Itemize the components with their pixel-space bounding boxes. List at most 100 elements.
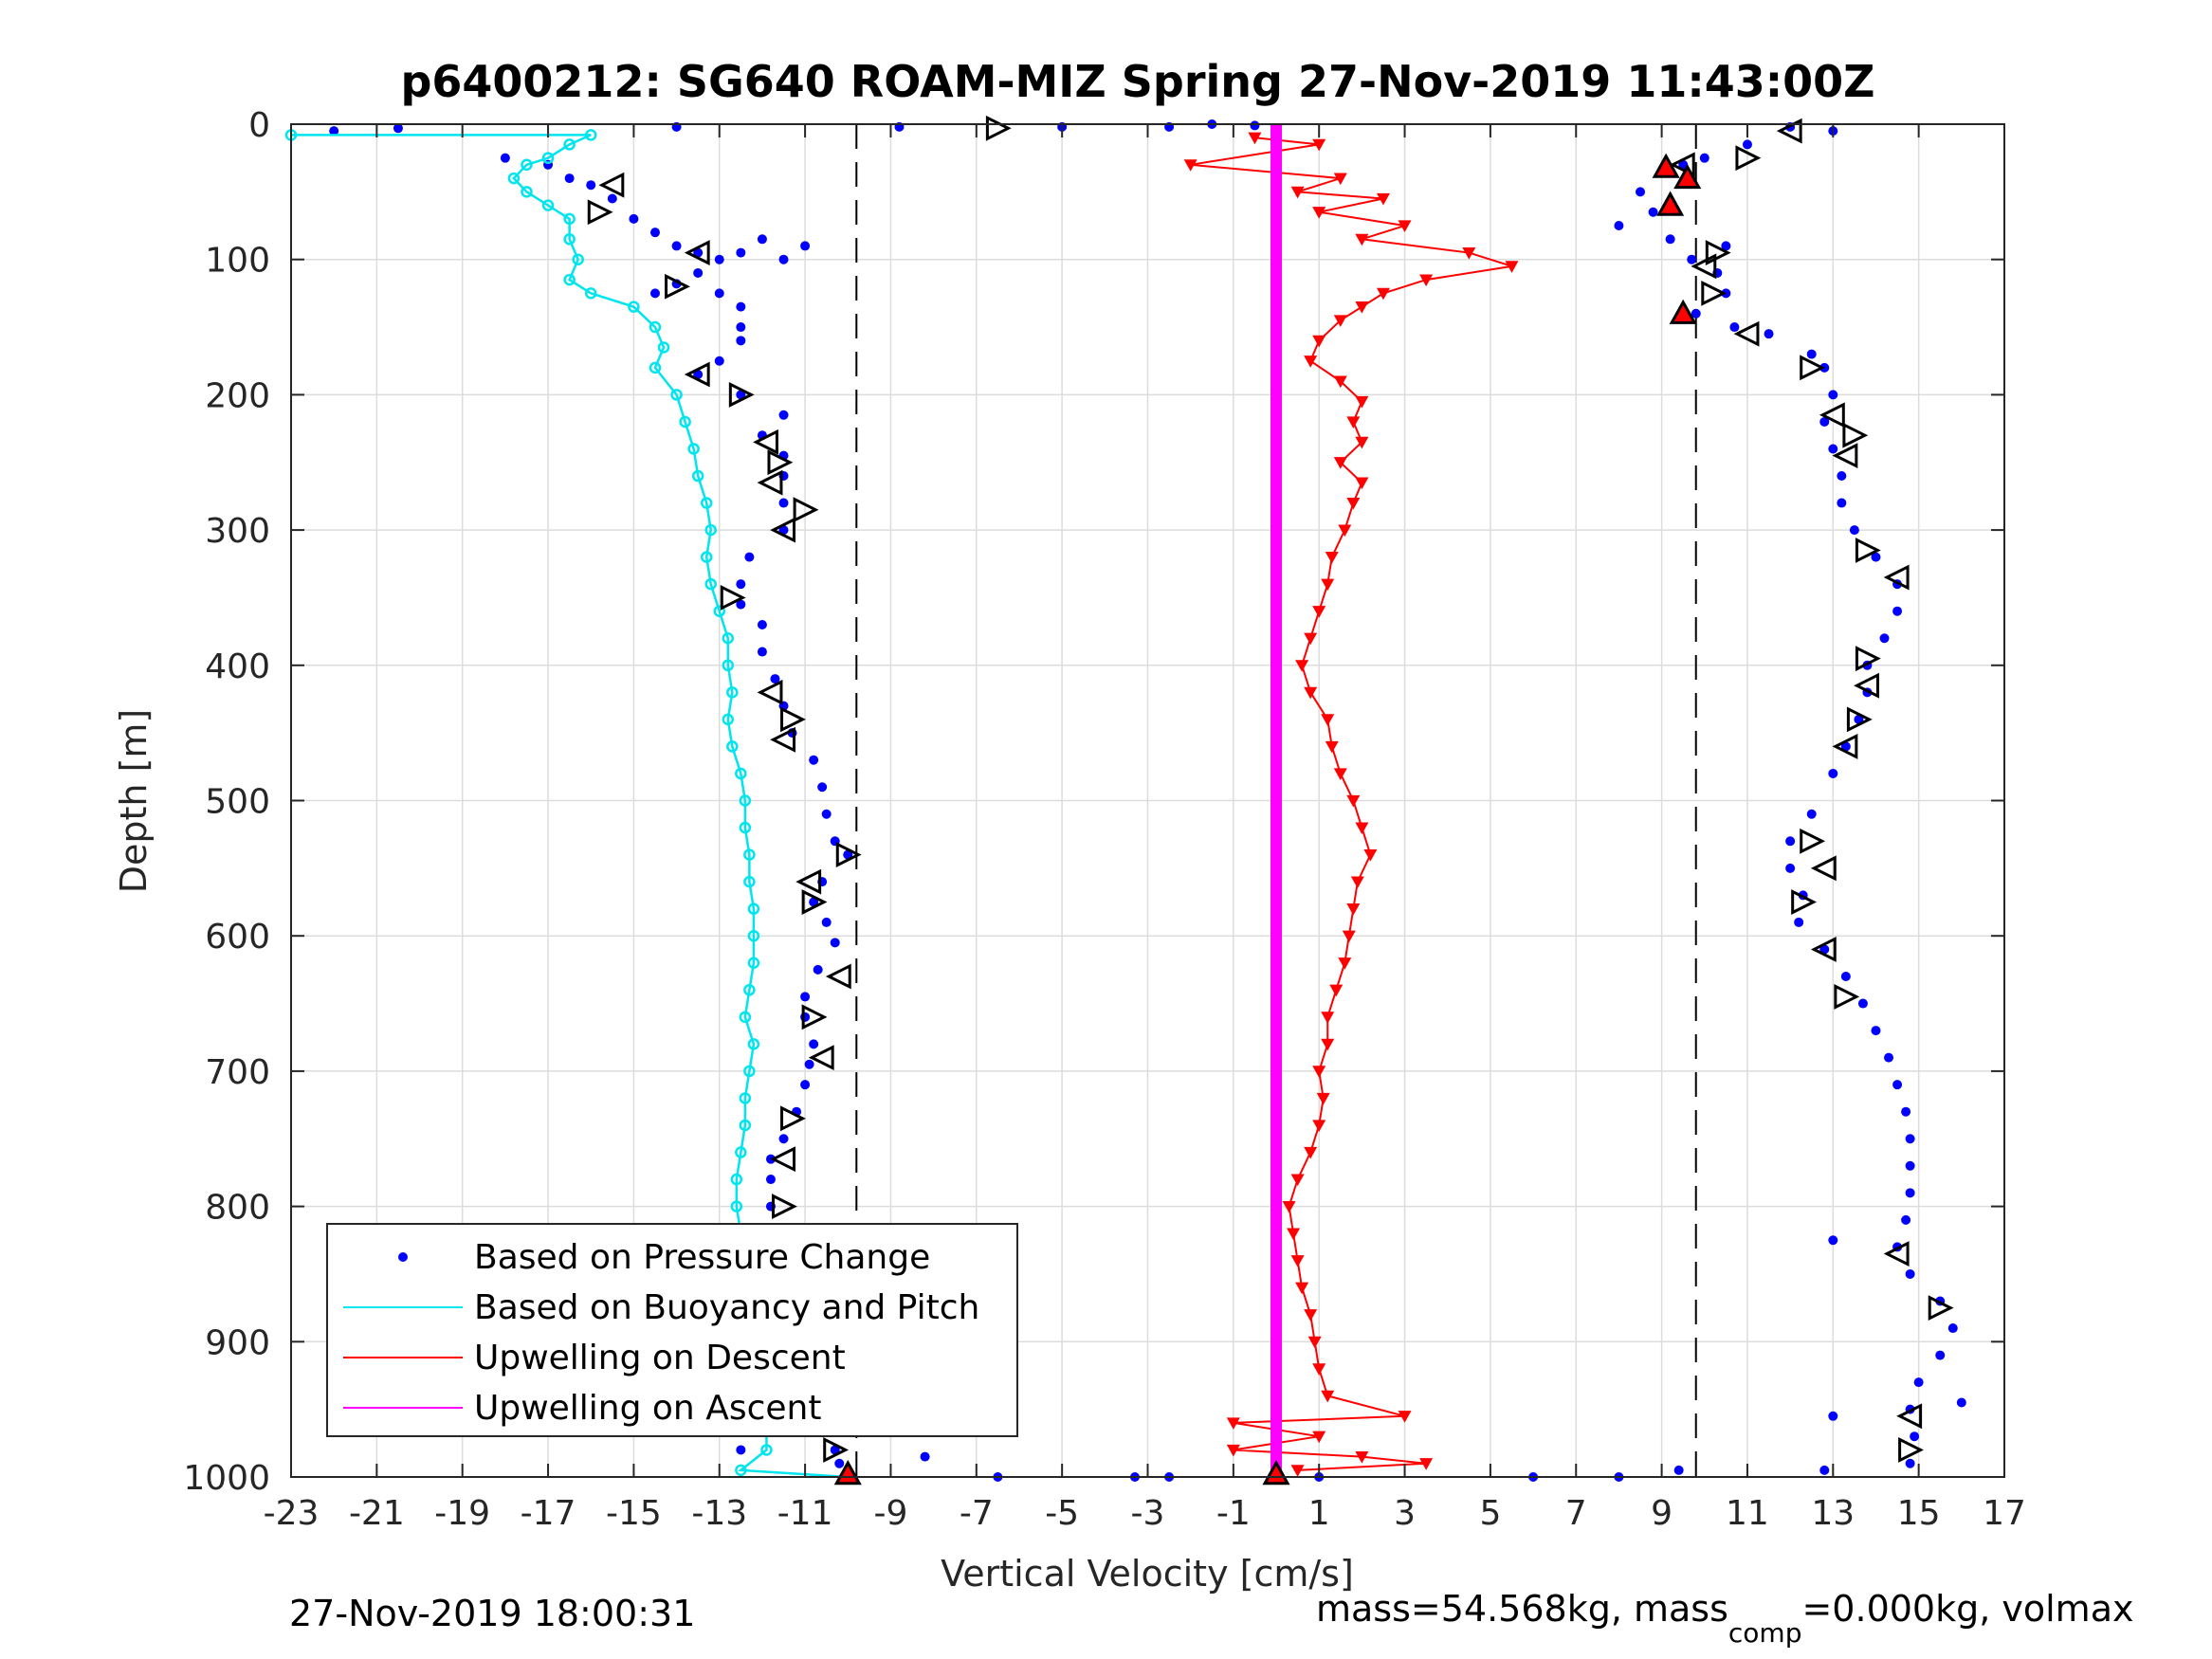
upwelling-descent-point	[1290, 1465, 1305, 1477]
pressure-change-point	[1721, 241, 1731, 251]
buoyancy-pitch-point	[722, 659, 735, 672]
upwelling-descent-point	[1307, 1336, 1322, 1349]
legend-box	[326, 1223, 1018, 1437]
upwelling-descent-point	[1321, 714, 1335, 726]
legend-entry-3: Upwelling on Descent	[343, 1339, 846, 1377]
buoyancy-pitch-point	[649, 320, 662, 334]
pressure-change-point	[393, 123, 403, 134]
upwelling-descent-point	[1312, 1431, 1326, 1444]
pressure-change-point	[1910, 1431, 1920, 1442]
y-tick-labels: 0 100 200 300 400 500 600 700 800 900 1000	[183, 106, 270, 1498]
pressure-change-point	[736, 1445, 746, 1455]
pressure-change-point	[1673, 1465, 1684, 1475]
marker-layer	[587, 115, 1954, 1486]
pressure-change-point	[1806, 809, 1817, 819]
pressure-change-point	[1819, 416, 1830, 427]
pressure-change-point	[1691, 308, 1701, 319]
open-triangle-marker	[1819, 402, 1845, 428]
pressure-change-point	[800, 992, 811, 1002]
open-triangle-marker	[1733, 320, 1760, 347]
upwelling-descent-point	[1350, 876, 1364, 889]
open-triangle-marker	[1810, 855, 1837, 882]
upwelling-descent-point	[1290, 1255, 1305, 1267]
buoyancy-pitch-point	[747, 929, 760, 942]
open-triangle-marker	[757, 469, 783, 496]
upwelling-descent-point	[1333, 173, 1347, 186]
buoyancy-pitch-point	[743, 875, 756, 888]
y-tick-label: 400	[205, 647, 270, 686]
buoyancy-pitch-point	[713, 605, 725, 617]
open-triangle-marker	[1800, 355, 1826, 381]
buoyancy-pitch-point	[563, 212, 576, 226]
pressure-change-point	[1854, 714, 1864, 724]
pressure-change-point	[1901, 1106, 1911, 1117]
chart-title: p6400212: SG640 ROAM-MIZ Spring 27-Nov-2…	[400, 56, 1874, 107]
red-triangle-marker	[1673, 163, 1702, 190]
legend-label: Upwelling on Ascent	[474, 1389, 821, 1428]
red-triangle-marker	[833, 1460, 862, 1486]
pressure-change-point	[809, 1039, 819, 1049]
buoyancy-pitch-point	[584, 287, 597, 300]
y-tick-label: 700	[205, 1053, 270, 1092]
open-triangle-marker	[1883, 1241, 1910, 1267]
pressure-change-point	[757, 619, 767, 629]
pressure-change-point	[1879, 633, 1890, 644]
buoyancy-pitch-point	[726, 740, 739, 753]
upwelling-descent-point	[1312, 138, 1326, 152]
open-triangle-marker	[823, 1437, 850, 1463]
red-triangle-marker	[1656, 191, 1685, 216]
pressure-change-point	[1687, 254, 1697, 264]
pressure-change-point	[1828, 1235, 1838, 1246]
upwelling-descent-point	[1363, 848, 1378, 862]
buoyancy-pitch-point	[628, 301, 640, 313]
pressure-change-point	[1837, 498, 1847, 508]
pressure-change-point	[649, 288, 660, 299]
pressure-change-point	[693, 267, 704, 278]
pressure-change-point	[329, 126, 339, 137]
upwelling-descent-point	[1312, 1120, 1326, 1132]
y-tick-label: 1000	[183, 1459, 270, 1498]
pressure-change-point	[1935, 1350, 1946, 1360]
x-tick-label: 7	[1565, 1494, 1587, 1533]
pressure-change-point	[500, 153, 510, 163]
open-triangle-marker	[720, 585, 746, 611]
upwelling-descent-point	[1321, 1012, 1335, 1024]
pressure-change-point	[778, 498, 789, 508]
buoyancy-pitch-point	[722, 632, 735, 645]
buoyancy-pitch-point	[541, 199, 555, 211]
pressure-change-point	[765, 1175, 776, 1185]
y-axis-label: Depth [m]	[113, 709, 155, 894]
x-tick-label: -5	[1045, 1494, 1079, 1533]
open-triangle-marker	[1832, 443, 1858, 469]
pressure-change-point	[778, 254, 789, 264]
upwelling-descent-point	[1287, 1228, 1301, 1241]
upwelling-descent-point	[1304, 632, 1318, 646]
open-triangle-marker	[728, 381, 755, 408]
legend-swatch-dot	[398, 1252, 408, 1262]
open-triangle-marker	[808, 1045, 834, 1071]
legend-entry-2: Based on Buoyancy and Pitch	[343, 1288, 979, 1327]
pressure-change-point	[1614, 221, 1624, 231]
x-tick-labels: -23 -21 -19 -17 -15 -13 -11 -9 -7 -5 -3 -1 1 3 5 7 9 11 13…	[264, 1494, 2026, 1533]
pressure-change-point	[1828, 768, 1838, 778]
mass-text-subscript: comp	[1728, 1617, 1802, 1649]
upwelling-descent-point	[1183, 159, 1197, 172]
pressure-change-point	[920, 1451, 930, 1462]
buoyancy-pitch-point	[563, 138, 576, 151]
series-3	[1183, 132, 1519, 1477]
open-triangle-marker	[1896, 1403, 1923, 1430]
pressure-change-point	[1871, 552, 1881, 562]
pressure-change-point	[800, 1012, 811, 1022]
x-tick-label: 9	[1651, 1494, 1673, 1533]
buoyancy-pitch-point	[700, 497, 713, 509]
pressure-change-point	[1905, 1188, 1915, 1198]
upwelling-descent-point	[1333, 375, 1347, 389]
upwelling-descent-point	[1355, 477, 1369, 490]
upwelling-descent-point	[1355, 395, 1369, 409]
upwelling-descent-point	[1338, 524, 1352, 538]
upwelling-descent-point	[1312, 1066, 1326, 1078]
buoyancy-pitch-point	[563, 273, 576, 286]
pressure-change-point	[1905, 1160, 1915, 1171]
buoyancy-pitch-point	[730, 1173, 743, 1186]
pressure-change-point	[1636, 187, 1646, 197]
